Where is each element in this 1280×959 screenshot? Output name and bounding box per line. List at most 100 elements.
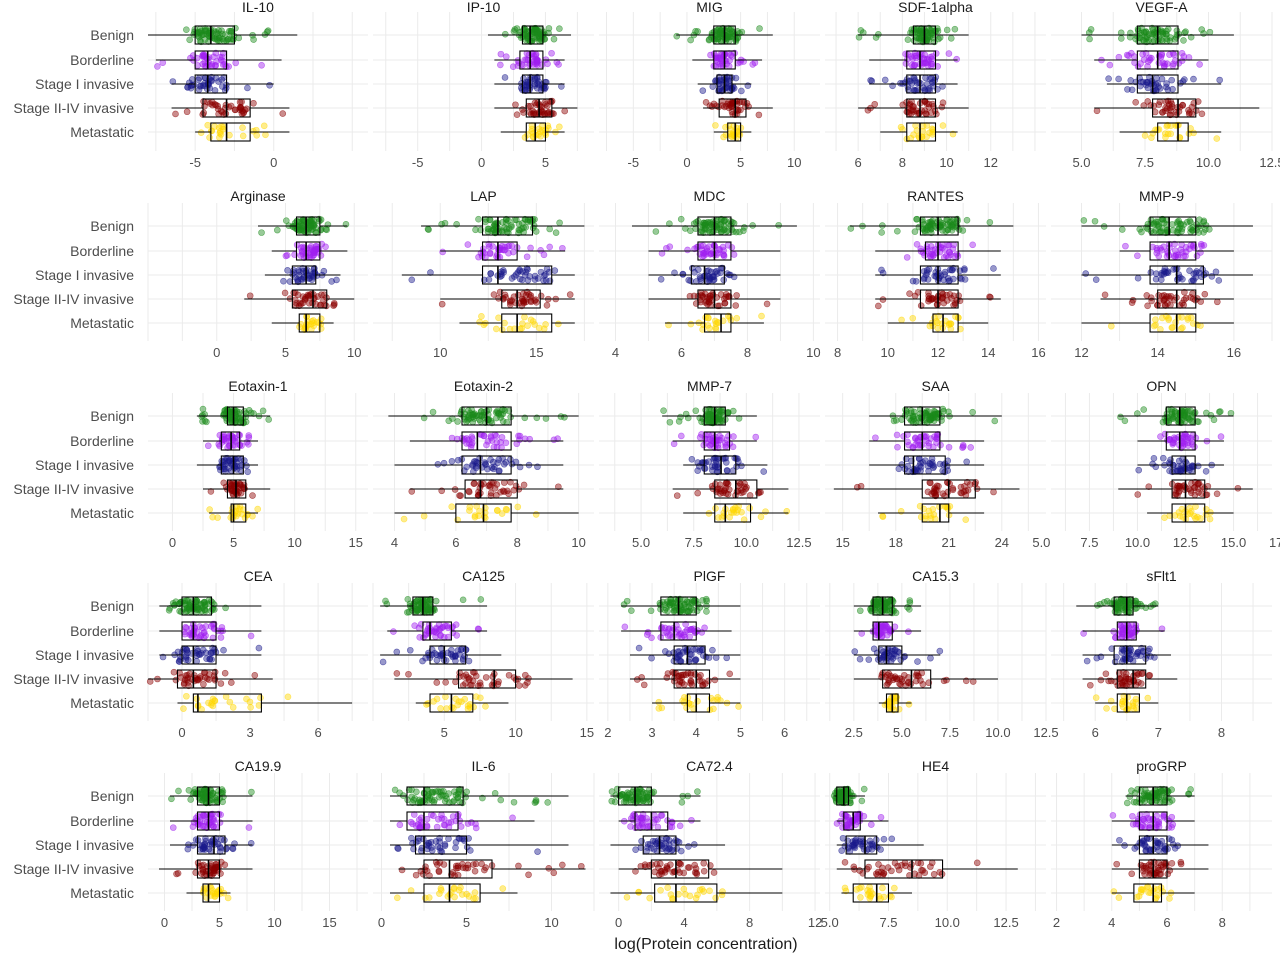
panel-12-point bbox=[466, 488, 472, 494]
panel-3-point bbox=[738, 88, 744, 94]
panel-7-point bbox=[524, 254, 530, 260]
panel-13-point bbox=[674, 493, 680, 499]
panel-1-point bbox=[205, 122, 211, 128]
panel-20-tick-label: 8 bbox=[1218, 725, 1225, 740]
panel-5-point bbox=[1107, 62, 1113, 68]
panel-12-point bbox=[435, 461, 441, 467]
panel-11-point bbox=[210, 514, 216, 520]
panel-16-point bbox=[195, 677, 201, 683]
panel-12-point bbox=[481, 433, 487, 439]
panel-19-point bbox=[857, 608, 863, 614]
panel-14-point bbox=[927, 480, 933, 486]
panel-14-point bbox=[938, 442, 944, 448]
panel-10-point bbox=[1199, 243, 1205, 249]
panel-10-point bbox=[1154, 247, 1160, 253]
category-label: Stage II-IV invasive bbox=[13, 291, 134, 307]
panel-15-point bbox=[1191, 464, 1197, 470]
panel-12-point bbox=[487, 482, 493, 488]
panel-1-point bbox=[261, 123, 267, 129]
panel-1-point bbox=[236, 35, 242, 41]
panel-3-point bbox=[700, 88, 706, 94]
panel-14-point bbox=[923, 433, 929, 439]
category-label: Borderline bbox=[70, 433, 134, 449]
panel-18-point bbox=[727, 671, 733, 677]
panel-7-point bbox=[559, 245, 565, 251]
panel-2-point bbox=[536, 126, 542, 132]
panel-11-point bbox=[236, 506, 242, 512]
panel-1-point bbox=[219, 77, 225, 83]
panel-20-tick-label: 7 bbox=[1155, 725, 1162, 740]
panel-12-point bbox=[533, 511, 539, 517]
panel-11-tick-label: 10 bbox=[287, 535, 301, 550]
panel-12-point bbox=[558, 414, 564, 420]
panel-9-point bbox=[907, 291, 913, 297]
panel-6-point bbox=[318, 253, 324, 259]
panel-8-point bbox=[733, 302, 739, 308]
panel-9-point bbox=[932, 273, 938, 279]
panel-16-point bbox=[252, 672, 258, 678]
panel-7-point bbox=[547, 244, 553, 250]
panel-9-point bbox=[940, 291, 946, 297]
panel-1-point bbox=[207, 101, 213, 107]
panel-12-point bbox=[483, 461, 489, 467]
panel-14-point bbox=[921, 506, 927, 512]
panel-7-point bbox=[544, 266, 550, 272]
panel-10-point bbox=[1202, 291, 1208, 297]
category-label: Borderline bbox=[70, 243, 134, 259]
panel-1-point bbox=[280, 111, 286, 117]
panel-4-point bbox=[939, 104, 945, 110]
panel-17-point bbox=[465, 706, 471, 712]
panel-15-point bbox=[1214, 491, 1220, 497]
panel-5-point bbox=[1162, 134, 1168, 140]
panel-3-point bbox=[715, 36, 721, 42]
panel-16-point bbox=[202, 599, 208, 605]
panel-15-point bbox=[1198, 515, 1204, 521]
panel-11-title: Eotaxin-1 bbox=[228, 378, 287, 394]
panel-6-tick-label: 10 bbox=[347, 345, 361, 360]
panel-11-point bbox=[249, 513, 255, 519]
panel-12-point bbox=[488, 490, 494, 496]
panel-13-point bbox=[753, 434, 759, 440]
panel-10-point bbox=[1134, 253, 1140, 259]
panel-17-title: CA125 bbox=[462, 568, 505, 584]
panel-10-point bbox=[1102, 292, 1108, 298]
panel-6-point bbox=[331, 302, 337, 308]
panel-17-point bbox=[466, 677, 472, 683]
panel-10-point bbox=[1181, 302, 1187, 308]
panel-10-tick-label: 16 bbox=[1227, 345, 1241, 360]
panel-20-point bbox=[1094, 602, 1100, 608]
panel-14-title: SAA bbox=[921, 378, 950, 394]
panel-2-point bbox=[538, 133, 544, 139]
panel-2-point bbox=[549, 50, 555, 56]
panel-16-point bbox=[248, 704, 254, 710]
panel-8-point bbox=[678, 216, 684, 222]
panel-4-point bbox=[911, 63, 917, 69]
category-label: Metastatic bbox=[70, 695, 134, 711]
panel-12-point bbox=[472, 514, 478, 520]
panel-17-tick-label: 15 bbox=[580, 725, 594, 740]
panel-2-point bbox=[533, 26, 539, 32]
panel-19-point bbox=[943, 677, 949, 683]
panel-17-point bbox=[466, 658, 472, 664]
panel-20-point bbox=[1134, 653, 1140, 659]
panel-15-point bbox=[1136, 467, 1142, 473]
panel-7-point bbox=[547, 226, 553, 232]
panel-17-point bbox=[478, 596, 484, 602]
panel-6-point bbox=[259, 230, 265, 236]
panel-16-point bbox=[208, 608, 214, 614]
panel-15-point bbox=[1196, 489, 1202, 495]
panel-15-point bbox=[1184, 433, 1190, 439]
panel-2-point bbox=[551, 36, 557, 42]
panel-16-point bbox=[184, 647, 190, 653]
panel-5-point bbox=[1116, 76, 1122, 82]
panel-5-point bbox=[1190, 76, 1196, 82]
panel-5-point bbox=[1087, 36, 1093, 42]
panel-7-point bbox=[477, 319, 483, 325]
panel-14-point bbox=[929, 456, 935, 462]
panel-7-point bbox=[538, 247, 544, 253]
panel-12-point bbox=[515, 433, 521, 439]
panel-11-point bbox=[238, 463, 244, 469]
panel-10-point bbox=[1161, 297, 1167, 303]
